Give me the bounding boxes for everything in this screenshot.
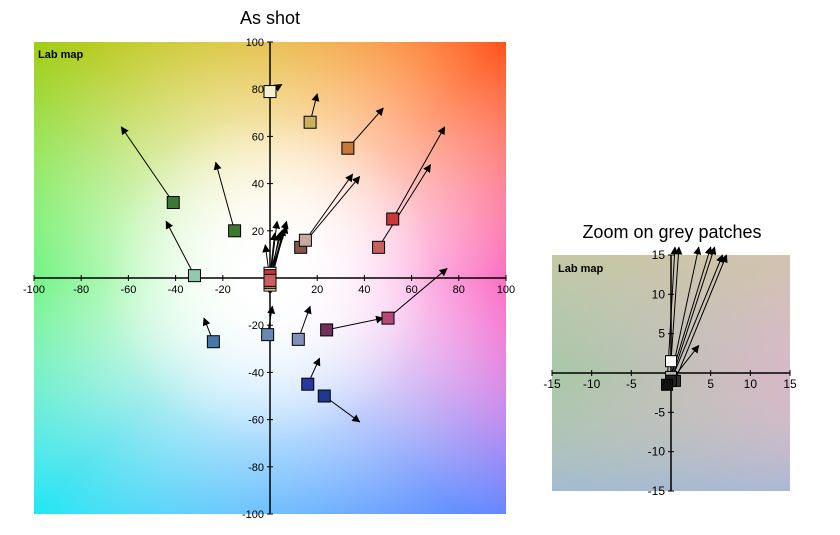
zoom-patch-marker [661,378,674,391]
main-x-tick-label: 80 [453,284,465,296]
zoom-y-tick-label: 5 [658,327,665,341]
zoom-y-tick-label: -15 [648,484,666,498]
main-y-tick-label: -100 [242,509,264,521]
main-shift-arrow [326,315,385,331]
main-y-tick-label: -60 [248,415,264,427]
main-patch-marker [381,311,395,325]
main-patch-marker [206,335,220,349]
main-x-tick-label: 20 [311,284,323,296]
main-shift-arrow [392,126,446,220]
main-y-tick-label: -40 [248,367,264,379]
zoom-chart: Zoom on grey patches Lab map -15-10-5051… [543,222,797,498]
main-patch-marker [263,85,277,99]
main-patch-marker [166,195,180,209]
main-shift-arrow [347,107,384,149]
zoom-x-tick-label: -15 [543,377,561,391]
main-y-tick-label: 60 [252,131,264,143]
main-patch-marker [303,115,317,129]
zoom-y-tick-label: -5 [654,405,665,419]
main-y-tick-label: 100 [246,37,264,49]
zoom-x-tick-label: -5 [626,377,637,391]
main-shift-arrow [213,161,236,231]
main-shift-arrow [304,173,354,241]
main-patch-marker [372,240,386,254]
main-x-tick-label: -100 [23,284,45,296]
main-shift-arrow [120,126,174,203]
main-data-marks [120,84,448,423]
main-y-tick-label: -80 [248,462,264,474]
zoom-y-tick-label: -10 [648,445,666,459]
main-patch-marker [187,269,201,283]
main-patch-marker [261,328,275,342]
main-patch-marker [386,212,400,226]
main-patch-marker [320,323,334,337]
main-x-tick-label: -60 [120,284,136,296]
main-patch-marker [301,377,315,391]
main-x-tick-label: 40 [358,284,370,296]
main-patch-marker [298,233,312,247]
main-inset-label: Lab map [38,49,84,61]
zoom-x-tick-label: -10 [583,377,601,391]
main-shift-arrow [165,220,195,276]
main-y-tick-label: 40 [252,179,264,191]
main-x-tick-label: -20 [215,284,231,296]
zoom-x-tick-label: 5 [707,377,714,391]
main-y-tick-label: 80 [252,84,264,96]
zoom-patch-marker [665,355,677,368]
zoom-data-marks [661,246,728,391]
zoom-inset-label: Lab map [558,263,604,275]
zoom-x-tick-label: 15 [783,377,797,391]
zoom-shift-arrow [674,254,728,382]
zoom-shift-arrow [670,246,713,378]
zoom-chart-title: Zoom on grey patches [582,222,761,242]
zoom-shift-arrow [670,246,717,382]
main-x-tick-label: -80 [73,284,89,296]
zoom-y-tick-label: 10 [652,287,666,301]
main-patch-marker [341,141,355,155]
main-patch-marker [263,273,277,287]
main-patch-marker [291,332,305,346]
main-y-tick-label: 20 [252,226,264,238]
main-patch-marker [317,389,331,403]
zoom-shift-arrow [670,254,724,382]
main-shift-arrow [378,164,431,248]
zoom-shift-arrow [670,246,683,362]
main-x-tick-label: 100 [497,284,515,296]
zoom-x-tick-label: 10 [744,377,758,391]
main-y-tick-label: -20 [248,320,264,332]
main-x-tick-label: -40 [168,284,184,296]
main-patch-marker [228,224,242,238]
main-chart: As shot Lab map -100-80-60-40-2002040608… [23,8,515,521]
main-x-tick-label: 60 [405,284,417,296]
zoom-y-tick-label: 15 [652,248,666,262]
main-shift-arrow [387,268,448,319]
main-chart-title: As shot [240,8,300,28]
